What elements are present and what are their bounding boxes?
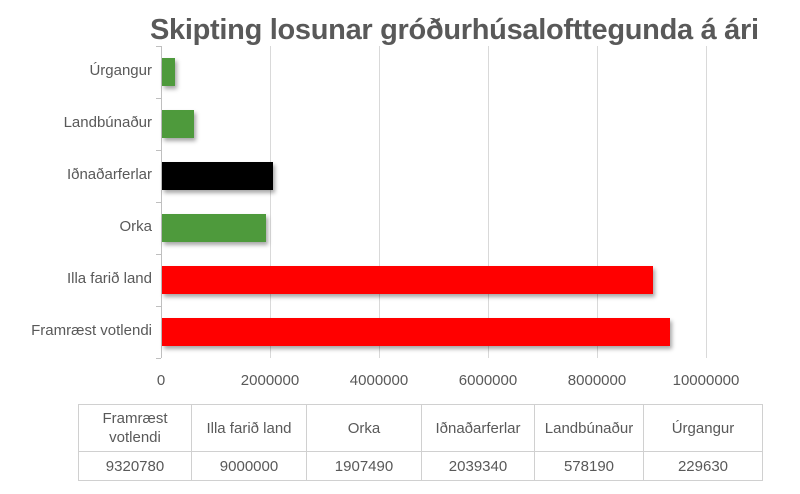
value-cell: 229630 xyxy=(643,451,763,481)
bar xyxy=(162,318,670,346)
value-cell: 2039340 xyxy=(421,451,535,481)
bar xyxy=(162,266,653,294)
category-label: Landbúnaður xyxy=(63,114,152,131)
y-axis-tick xyxy=(156,98,161,99)
bar xyxy=(162,162,273,190)
header-cell: Úrgangur xyxy=(643,404,763,452)
header-cell: Landbúnaður xyxy=(534,404,644,452)
header-cell: Orka xyxy=(306,404,422,452)
plot-area xyxy=(156,46,761,359)
x-axis-tick-label: 10000000 xyxy=(672,372,740,389)
category-label: Úrgangur xyxy=(89,62,152,79)
category-label: Illa farið land xyxy=(66,270,152,287)
header-cell: Illa farið land xyxy=(191,404,307,452)
header-cell: Iðnaðarferlar xyxy=(421,404,535,452)
header-cell: Framræst votlendi xyxy=(78,404,192,452)
x-axis-tick-label: 6000000 xyxy=(458,372,518,389)
x-axis-tick-label: 8000000 xyxy=(567,372,627,389)
bar xyxy=(162,214,266,242)
y-axis-tick xyxy=(156,46,161,47)
y-axis-tick xyxy=(156,306,161,307)
bar xyxy=(162,110,194,138)
y-axis-tick xyxy=(156,202,161,203)
value-cell: 9320780 xyxy=(78,451,192,481)
y-axis-tick xyxy=(156,254,161,255)
category-label: Framræst votlendi xyxy=(31,322,152,339)
value-cell: 1907490 xyxy=(306,451,422,481)
gridline xyxy=(379,46,380,358)
value-cell: 578190 xyxy=(534,451,644,481)
y-axis-tick xyxy=(156,358,161,359)
gridline xyxy=(270,46,271,358)
y-axis-line xyxy=(161,46,162,358)
data-table-header-row: Framræst votlendi Illa farið land Orka I… xyxy=(78,404,763,452)
y-axis-tick xyxy=(156,150,161,151)
category-label: Orka xyxy=(119,218,152,235)
category-label: Iðnaðarferlar xyxy=(66,166,152,183)
x-axis-tick-label: 0 xyxy=(156,372,166,389)
data-table: Framræst votlendi Illa farið land Orka I… xyxy=(78,404,763,481)
gridline xyxy=(488,46,489,358)
bar xyxy=(162,58,175,86)
value-cell: 9000000 xyxy=(191,451,307,481)
data-table-value-row: 9320780 9000000 1907490 2039340 578190 2… xyxy=(78,451,763,481)
x-axis-tick-label: 4000000 xyxy=(349,372,409,389)
chart-title: Skipting losunar gróðurhúsalofttegunda á… xyxy=(150,14,759,46)
x-axis-tick-label: 2000000 xyxy=(240,372,300,389)
gridline xyxy=(597,46,598,358)
gridline xyxy=(706,46,707,358)
